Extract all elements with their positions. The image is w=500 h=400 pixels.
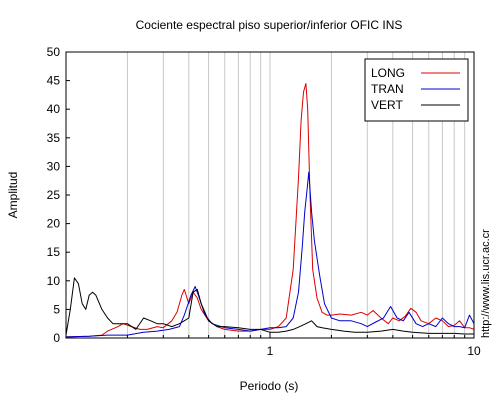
y-tick-label: 10 xyxy=(47,274,61,288)
legend-box xyxy=(364,58,469,122)
x-axis: 1 10 xyxy=(126,332,481,358)
y-tick-label: 40 xyxy=(47,102,61,116)
y-tick-label: 30 xyxy=(47,159,61,173)
y-tick-label: 45 xyxy=(47,74,61,88)
chart-title: Cociente espectral piso superior/inferio… xyxy=(136,18,403,32)
y-tick-label: 0 xyxy=(53,331,60,345)
x-tick-label: 1 xyxy=(267,344,274,358)
y-tick-label: 15 xyxy=(47,245,61,259)
y-axis: 0 5 10 15 20 25 30 35 40 45 50 xyxy=(47,45,70,345)
y-tick-label: 5 xyxy=(53,302,60,316)
legend-label-tran: TRAN xyxy=(371,82,404,96)
series-layer xyxy=(65,83,475,338)
y-tick-label: 20 xyxy=(47,217,61,231)
series-line-long xyxy=(65,83,475,338)
series-line-tran xyxy=(65,171,475,338)
y-axis-label: Amplitud xyxy=(6,172,20,219)
y-tick-label: 25 xyxy=(47,188,61,202)
source-url: http://www.lis.ucr.ac.cr xyxy=(480,229,492,338)
y-tick-label: 50 xyxy=(47,45,61,59)
x-axis-label: Periodo (s) xyxy=(240,379,299,393)
legend: LONG TRAN VERT xyxy=(364,58,469,122)
y-tick-label: 35 xyxy=(47,131,61,145)
legend-label-long: LONG xyxy=(371,66,405,80)
legend-label-vert: VERT xyxy=(371,98,403,112)
series-line-vert xyxy=(65,277,474,336)
x-tick-label: 10 xyxy=(467,344,481,358)
